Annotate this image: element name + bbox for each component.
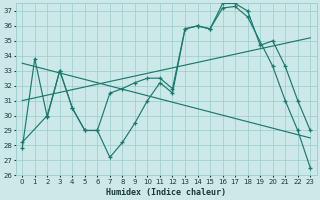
X-axis label: Humidex (Indice chaleur): Humidex (Indice chaleur) [106, 188, 226, 197]
